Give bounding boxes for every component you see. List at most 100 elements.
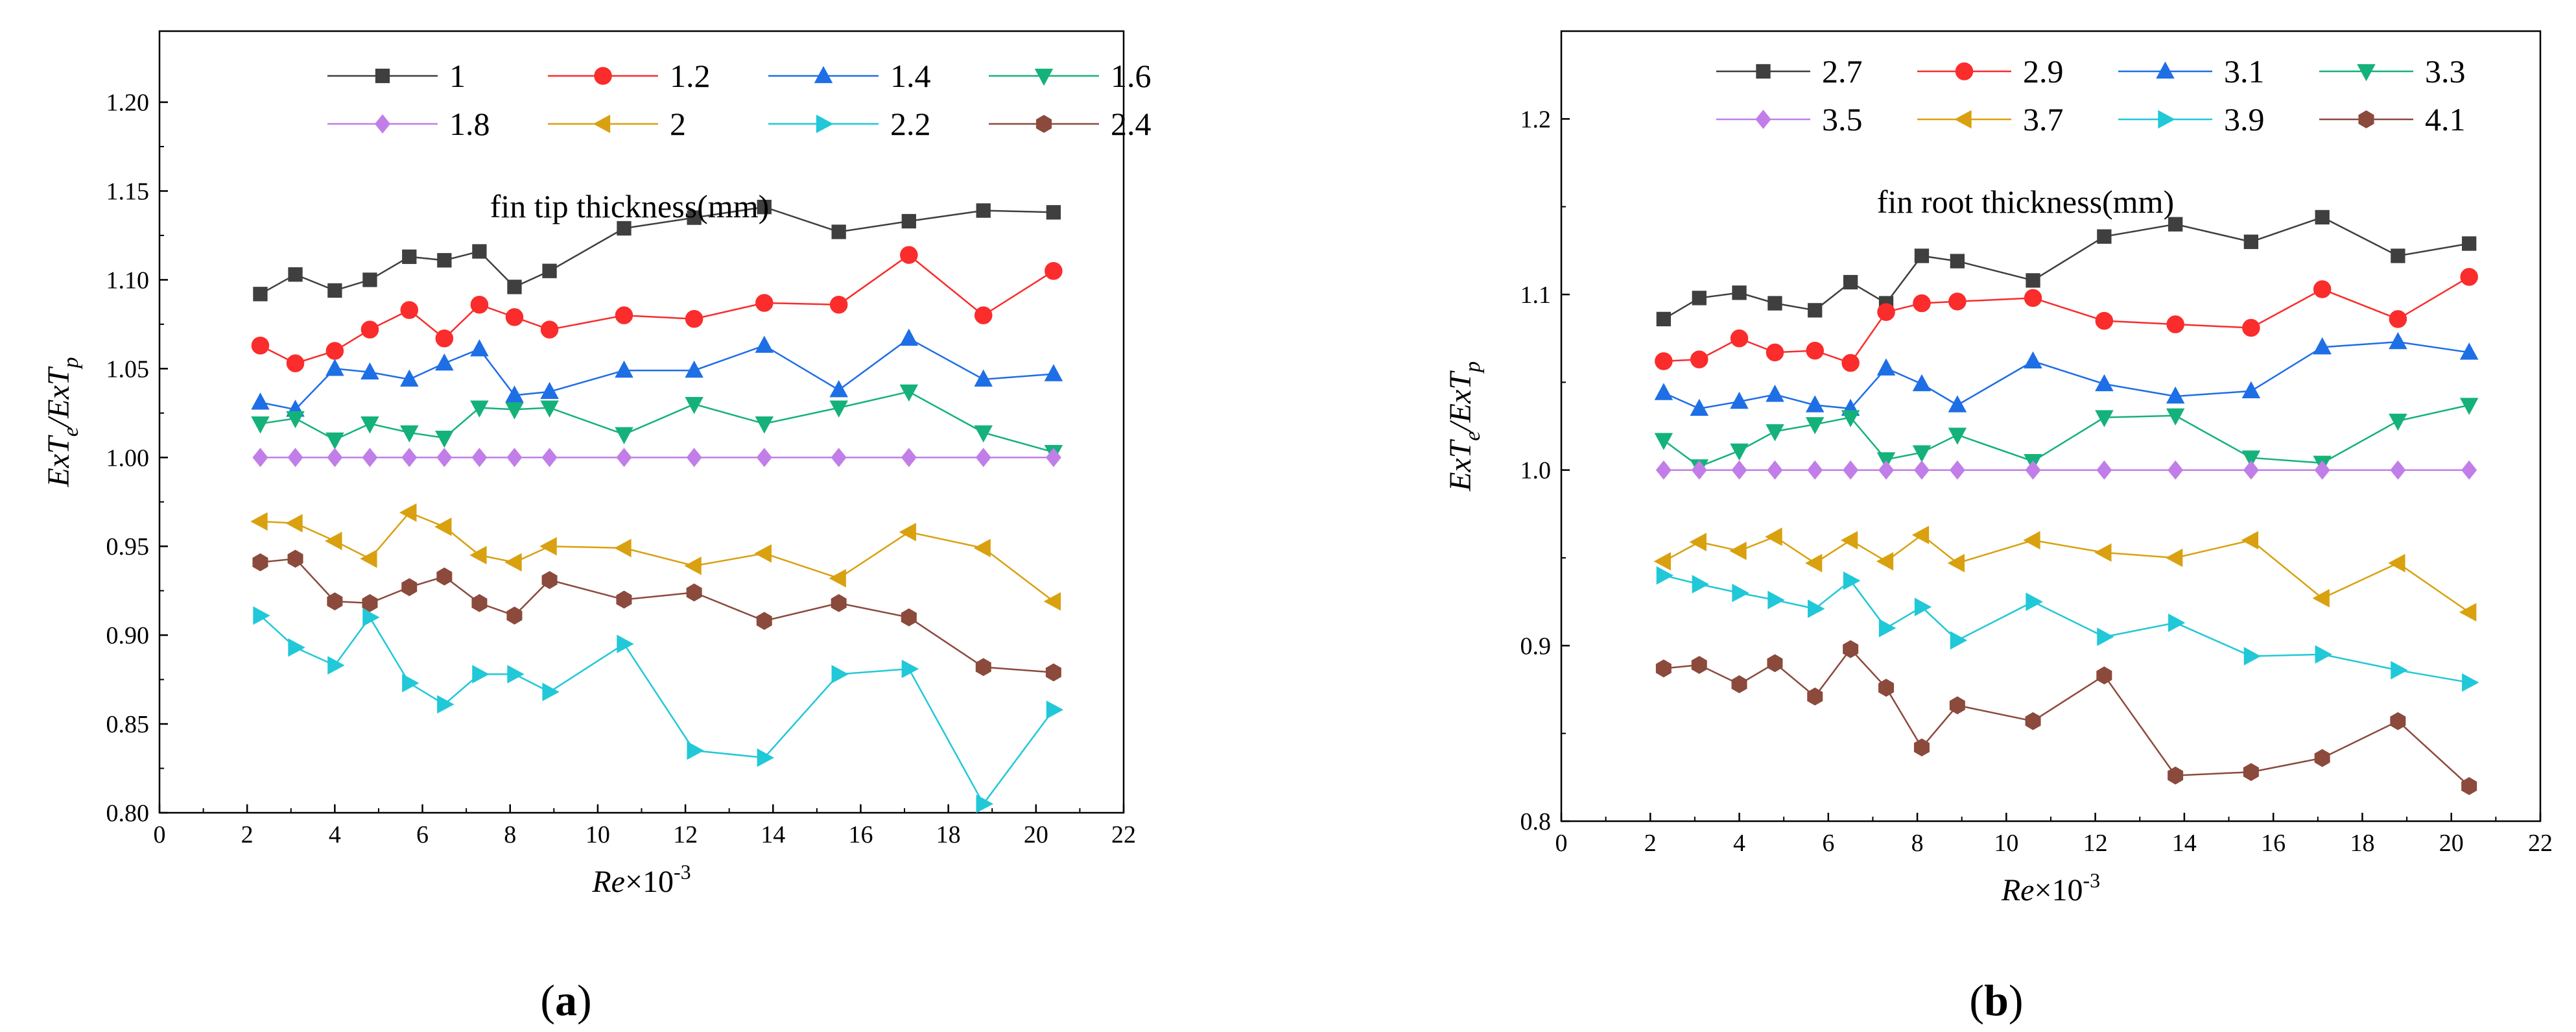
x-axis-label-var: Re [591, 865, 625, 899]
data-point [360, 549, 377, 568]
data-point [327, 448, 343, 468]
x-tick-label: 6 [1822, 830, 1834, 857]
y-tick-label: 1.10 [106, 267, 150, 294]
data-point [540, 381, 559, 400]
data-point [2166, 386, 2185, 404]
data-point [1843, 640, 1859, 658]
data-point [1045, 261, 1063, 280]
data-point [973, 538, 991, 558]
panel-label-paren: ( [540, 976, 555, 1025]
data-point [400, 301, 419, 319]
data-point [2389, 310, 2407, 328]
data-point [617, 221, 632, 236]
data-point [2243, 647, 2262, 666]
data-point [327, 656, 345, 675]
legend-marker [1035, 115, 1052, 133]
series-1 [253, 199, 1061, 302]
data-point [540, 400, 559, 418]
x-tick-label: 16 [2261, 830, 2286, 857]
data-point [2242, 318, 2260, 337]
data-point [1654, 433, 1673, 450]
data-point [1045, 448, 1061, 468]
data-point [2024, 351, 2042, 369]
data-point [684, 557, 702, 575]
data-point [2459, 603, 2477, 622]
data-point [1690, 350, 1708, 368]
data-point [2243, 763, 2259, 782]
legend-marker [594, 67, 612, 85]
data-point [434, 517, 452, 536]
data-point [2025, 712, 2041, 730]
data-point [2243, 234, 2259, 249]
data-point [1913, 460, 1930, 480]
data-point [900, 246, 918, 264]
data-point [360, 320, 379, 339]
data-point [2314, 749, 2330, 767]
data-point [2241, 450, 2261, 468]
legend-marker [1955, 62, 1974, 80]
x-tick-label: 20 [1024, 821, 1048, 848]
data-point [1950, 254, 1965, 269]
data-point [1653, 552, 1672, 571]
data-point [1876, 552, 1894, 571]
data-point [2313, 280, 2332, 298]
data-point [1912, 374, 1932, 392]
y-axis-label-part: /ExT [1443, 370, 1478, 433]
data-point [1843, 274, 1858, 290]
data-point [687, 210, 702, 225]
series-line [1663, 216, 2470, 320]
data-point [755, 335, 774, 353]
data-point [1691, 460, 1707, 480]
data-point [755, 294, 774, 312]
data-point [402, 249, 417, 264]
series-4_1 [1655, 640, 2477, 795]
y-tick-label: 0.95 [106, 533, 150, 560]
data-point [2168, 460, 2184, 480]
data-point [1948, 427, 1967, 445]
data-point [362, 594, 378, 612]
x-axis-label-factor: ×10 [2034, 873, 2083, 907]
data-point [506, 606, 523, 625]
data-point [507, 665, 525, 684]
data-point [754, 544, 772, 563]
data-point [1947, 553, 1965, 573]
data-point [2390, 460, 2406, 480]
y-axis-label: ExTe/ExTp [41, 357, 83, 487]
data-point [2166, 315, 2184, 333]
data-point [325, 342, 344, 360]
series-1_8 [252, 448, 1061, 468]
x-axis-label: Re×10-3 [591, 860, 691, 899]
legend-marker [1954, 110, 1972, 129]
x-tick-label: 10 [585, 821, 610, 848]
data-point [435, 330, 454, 348]
legend-label: 2.2 [890, 106, 931, 142]
data-point [2462, 673, 2479, 692]
data-point [1805, 553, 1823, 573]
data-point [755, 416, 774, 434]
data-point [829, 569, 846, 588]
data-point [1655, 659, 1672, 678]
data-point [400, 425, 419, 443]
x-tick-label: 12 [2083, 830, 2108, 857]
data-point [1877, 303, 1895, 321]
data-point [2241, 381, 2261, 399]
data-point [2389, 331, 2407, 350]
legend-marker [593, 114, 611, 134]
series-2 [250, 503, 1061, 611]
series-line [1663, 647, 2470, 787]
series-line [260, 390, 1054, 453]
data-point [756, 612, 772, 630]
data-point [285, 514, 303, 533]
data-point [1766, 343, 1784, 362]
x-tick-label: 8 [504, 821, 516, 848]
x-axis-label-factor: ×10 [625, 865, 674, 899]
series-3_5 [1655, 460, 2477, 480]
data-point [362, 608, 380, 627]
x-tick-label: 14 [2172, 830, 2197, 857]
data-point [1912, 445, 1932, 462]
data-point [757, 748, 774, 767]
data-point [2097, 229, 2112, 244]
data-point [1949, 696, 1965, 715]
y-tick-label: 1.15 [106, 178, 150, 205]
data-point [437, 253, 452, 268]
